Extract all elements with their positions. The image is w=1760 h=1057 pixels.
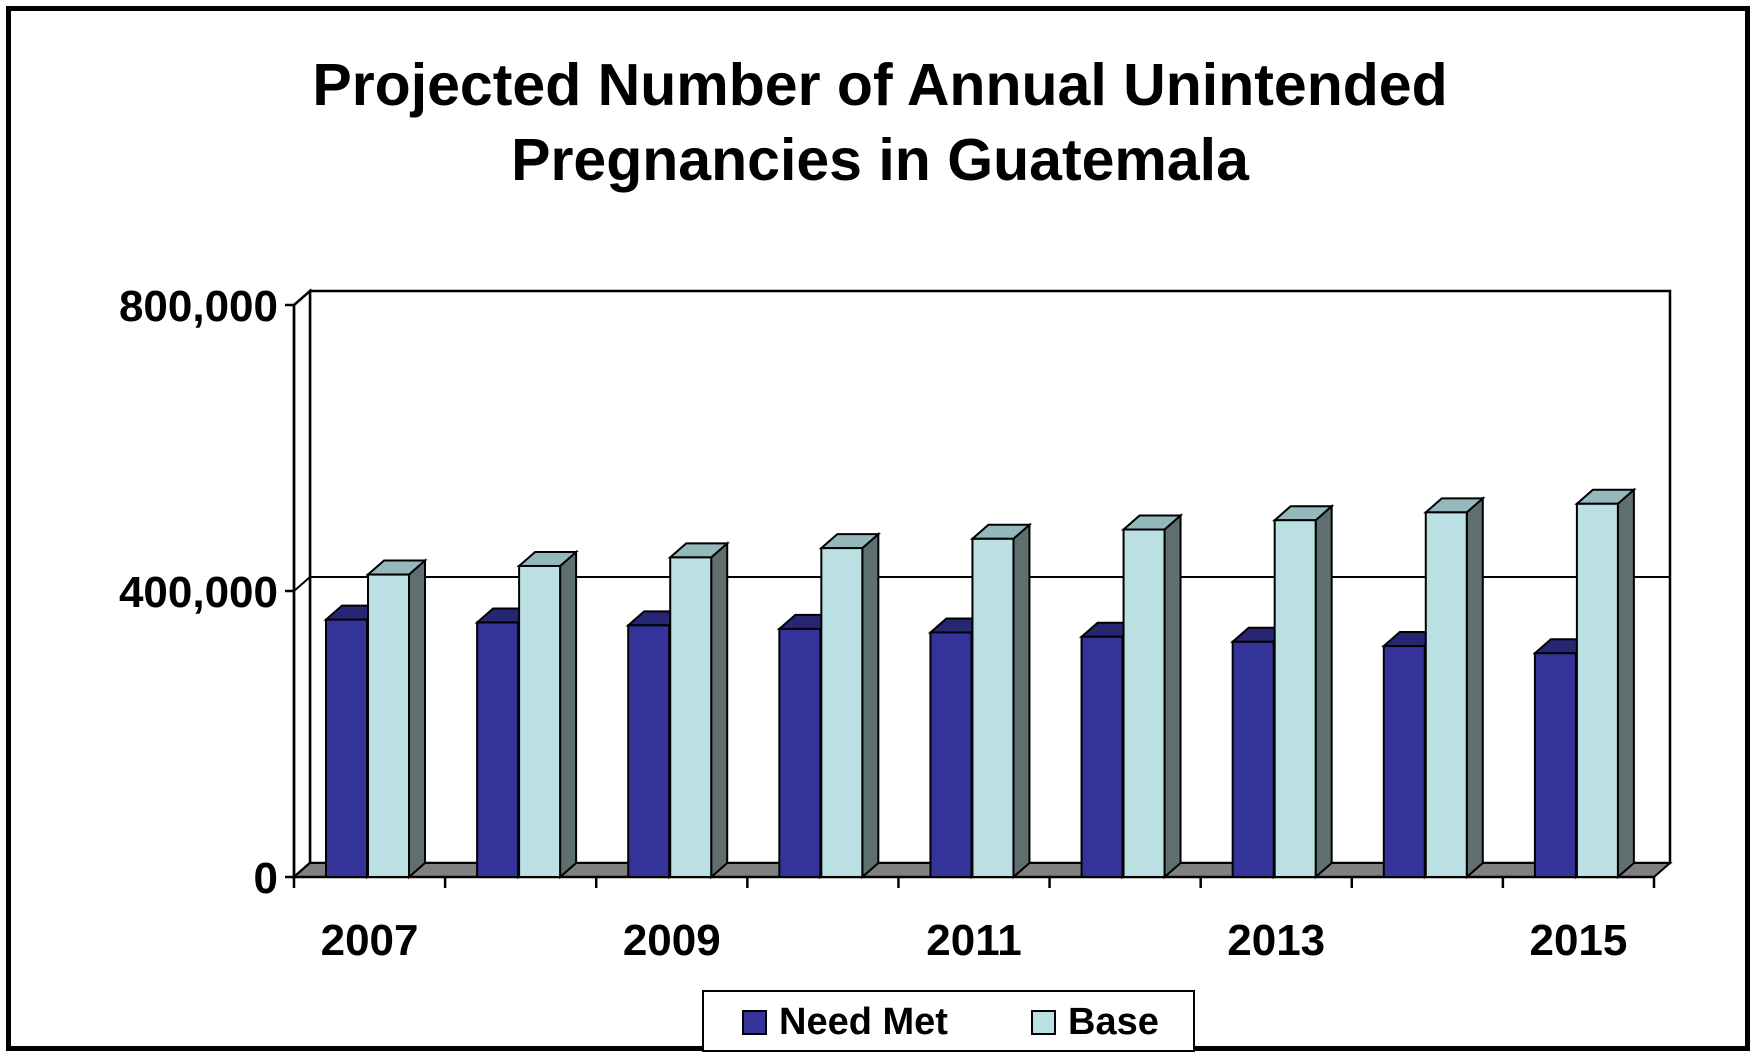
gridline-side [293,576,311,592]
bar-side-base [1163,513,1182,880]
y-tick-label: 0 [254,854,278,903]
bar-need-met-2013 [1231,640,1275,879]
bar-need-met-2008 [476,621,520,879]
bar-base-2008 [518,564,562,878]
bar-base-2012 [1122,528,1166,878]
x-tick-label: 2015 [1529,916,1627,965]
bar-side-base [1012,522,1031,880]
x-tick-label: 2007 [321,916,419,965]
bar-need-met-2009 [627,624,671,878]
bar-need-met-2012 [1080,635,1124,879]
bar-need-met-2010 [778,627,822,879]
bar-side-base [1314,504,1333,880]
bar-base-2011 [971,537,1015,878]
legend-swatch-base [1031,1009,1056,1035]
bar-side-base [861,531,880,880]
bar-side-base [408,558,426,880]
bar-base-2009 [669,556,713,879]
legend-label-base: Base [1068,1000,1159,1043]
chart-title-line-2: Pregnancies in Guatemala [511,127,1249,193]
bar-need-met-2014 [1382,645,1426,878]
chart-title: Projected Number of Annual Unintended Pr… [0,48,1760,198]
bar-side-base [1465,496,1484,880]
x-tick-label: 2013 [1227,916,1325,965]
bar-side-base [1616,487,1635,880]
bar-base-2007 [367,573,410,878]
y-tick-label: 400,000 [119,568,278,617]
y-tick-label: 800,000 [119,282,278,331]
bar-base-2014 [1424,511,1468,878]
legend-item-base: Base [1031,1000,1159,1043]
bar-base-2010 [820,547,864,878]
x-tick-label: 2011 [926,916,1021,965]
bar-side-base [710,541,729,880]
bar-need-met-2011 [929,631,973,878]
legend-item-need-met: Need Met [742,1000,948,1043]
bar-base-2015 [1575,502,1619,878]
legend-swatch-need-met [742,1009,767,1035]
x-tick-label: 2009 [623,916,721,965]
legend: Need Met Base [702,990,1195,1052]
legend-label-need-met: Need Met [779,1000,948,1043]
chart-title-line-1: Projected Number of Annual Unintended [312,52,1448,118]
bar-base-2013 [1273,519,1317,879]
bar-side-base [559,549,578,880]
bar-need-met-2007 [325,618,368,878]
bar-need-met-2015 [1533,652,1577,879]
